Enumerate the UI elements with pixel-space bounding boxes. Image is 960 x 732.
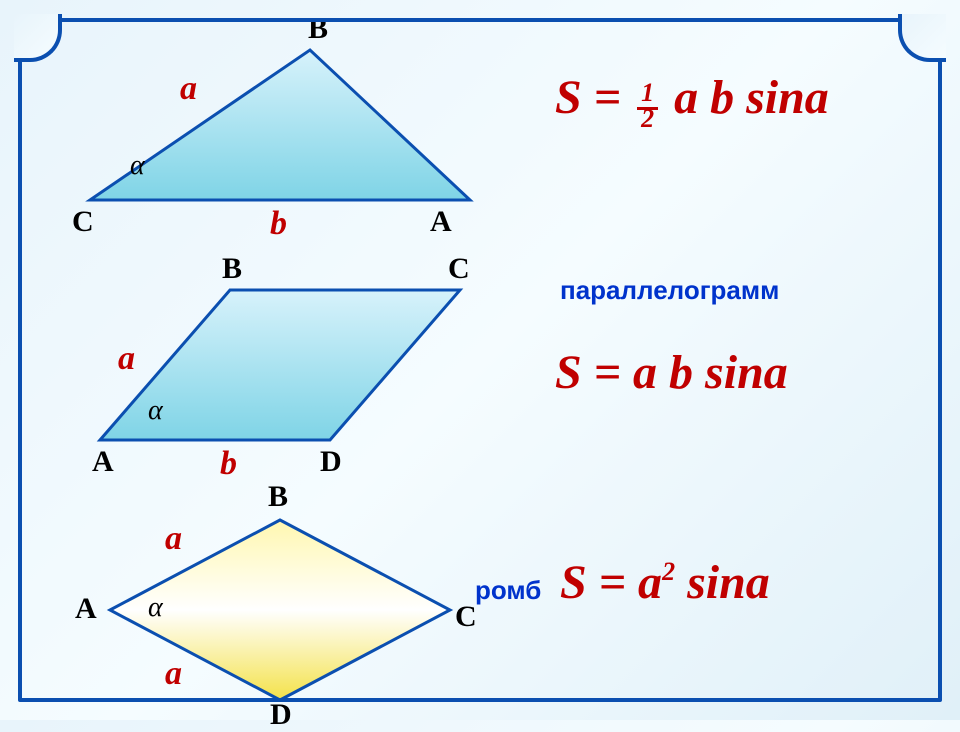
formula-mid: = a (587, 556, 662, 609)
formula-rest: sina (675, 556, 770, 609)
tri-side-a: a (180, 70, 197, 108)
formula-S: S (560, 556, 587, 609)
formula-S: S (555, 346, 582, 399)
formula-S: S (555, 71, 582, 124)
rhom-vertex-C: C (455, 600, 477, 634)
par-vertex-B: B (222, 252, 242, 286)
formula-eq: = (582, 71, 633, 124)
par-side-a: a (118, 340, 135, 378)
rhom-formula: S = a2 sina (560, 555, 770, 610)
par-formula: S = a b sina (555, 345, 788, 400)
parallelogram-caption: параллелограмм (560, 275, 779, 306)
tri-vertex-C: C (72, 205, 94, 239)
par-vertex-D: D (320, 445, 342, 479)
par-side-b: b (220, 445, 237, 483)
rhom-vertex-B: B (268, 480, 288, 514)
tri-vertex-A: A (430, 205, 452, 239)
par-alpha: α (148, 395, 163, 427)
formula-rest: a b sina (662, 71, 829, 124)
formula-sup: 2 (662, 557, 675, 586)
par-vertex-A: A (92, 445, 114, 479)
tri-vertex-B: B (308, 12, 328, 46)
rhom-side-a1: a (165, 520, 182, 558)
frac-den: 2 (641, 104, 654, 133)
rhom-side-a2: a (165, 655, 182, 693)
triangle-shape (90, 50, 470, 200)
formula-rest: = a b sina (582, 346, 788, 399)
one-half: 12 (637, 80, 658, 132)
rhom-vertex-D: D (270, 698, 292, 732)
rhom-alpha: α (148, 592, 163, 624)
rhombus-caption: ромб (475, 575, 541, 606)
tri-formula: S = 12 a b sina (555, 70, 829, 132)
tri-alpha: α (130, 150, 145, 182)
tri-side-b: b (270, 205, 287, 243)
par-vertex-C: C (448, 252, 470, 286)
rhom-vertex-A: A (75, 592, 97, 626)
